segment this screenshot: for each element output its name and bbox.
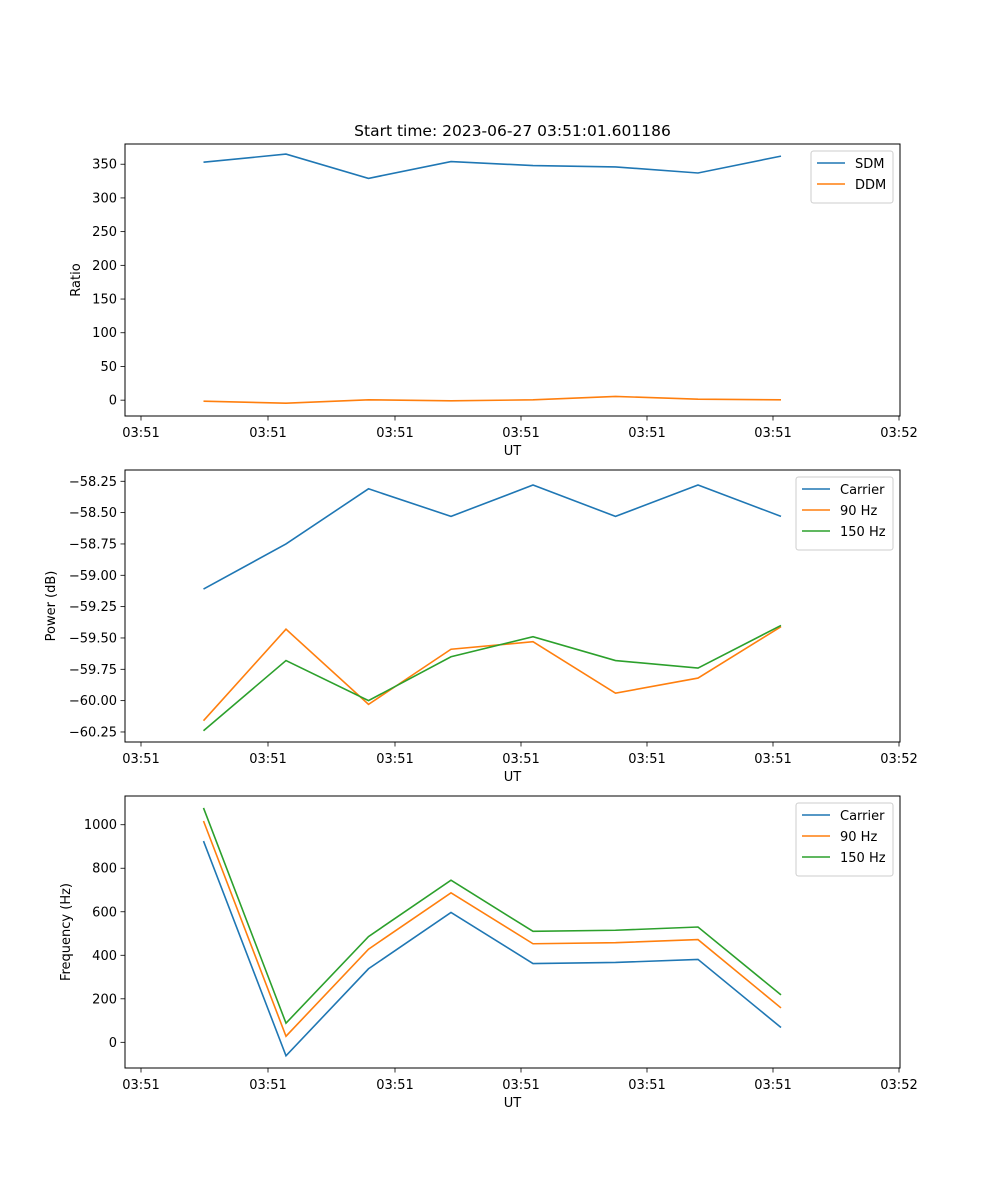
y-tick-label: 800 bbox=[92, 862, 117, 877]
x-tick-label: 03:51 bbox=[122, 426, 159, 441]
plot-frame bbox=[124, 469, 901, 743]
y-axis-title: Frequency (Hz) bbox=[59, 883, 74, 981]
x-axis-title: UT bbox=[504, 1096, 522, 1111]
y-tick-label: 300 bbox=[92, 191, 117, 206]
chart-panel-1: 0 50 100 150 200 250 300 350 03:51 03:51 03:51 03:5… bbox=[69, 143, 918, 459]
legend-label: 90 Hz bbox=[840, 504, 877, 519]
x-tick-label: 03:51 bbox=[249, 426, 286, 441]
chart-title: Start time: 2023-06-27 03:51:01.601186 bbox=[354, 122, 671, 140]
series-line-90-hz bbox=[202, 820, 782, 1038]
y-tick-label: 200 bbox=[92, 259, 117, 274]
legend-label: DDM bbox=[855, 178, 886, 193]
y-axis-title: Power (dB) bbox=[44, 571, 59, 642]
x-tick-label: 03:51 bbox=[249, 752, 286, 767]
y-tick-label: 150 bbox=[92, 293, 117, 308]
x-tick-label: 03:52 bbox=[880, 1078, 917, 1093]
plot-frame bbox=[124, 143, 901, 417]
legend-label: 150 Hz bbox=[840, 851, 886, 866]
y-tick-label: 1000 bbox=[84, 818, 117, 833]
x-tick-label: 03:51 bbox=[628, 426, 665, 441]
y-tick-label: −58.25 bbox=[69, 475, 117, 490]
legend-label: 90 Hz bbox=[840, 830, 877, 845]
y-tick-label: 50 bbox=[100, 360, 117, 375]
legend-label: SDM bbox=[855, 157, 884, 172]
x-tick-label: 03:51 bbox=[754, 752, 791, 767]
x-axis-title: UT bbox=[504, 444, 522, 459]
legend: Carrier 90 Hz 150 Hz bbox=[795, 802, 894, 877]
x-tick-label: 03:51 bbox=[628, 752, 665, 767]
y-tick-label: 350 bbox=[92, 158, 117, 173]
x-tick-label: 03:51 bbox=[376, 1078, 413, 1093]
series-line-ddm bbox=[203, 395, 782, 404]
y-tick-label: 400 bbox=[92, 949, 117, 964]
x-tick-label: 03:51 bbox=[376, 752, 413, 767]
y-tick-label: −58.75 bbox=[69, 537, 117, 552]
x-tick-label: 03:52 bbox=[880, 752, 917, 767]
series-line-sdm bbox=[203, 153, 782, 180]
series-line-carrier bbox=[202, 840, 782, 1058]
y-tick-label: 200 bbox=[92, 992, 117, 1007]
y-axis-title: Ratio bbox=[69, 263, 84, 296]
x-tick-label: 03:51 bbox=[502, 426, 539, 441]
series-line-150-hz bbox=[202, 807, 782, 1025]
plot-frame bbox=[124, 795, 901, 1069]
y-tick-label: −59.50 bbox=[69, 631, 117, 646]
legend: SDM DDM bbox=[810, 150, 894, 204]
x-tick-label: 03:51 bbox=[502, 752, 539, 767]
chart-panel-3: 0 200 400 600 800 1000 03:51 03:51 03:51 03:51 03:… bbox=[59, 795, 918, 1111]
x-axis-title: UT bbox=[504, 770, 522, 785]
y-tick-label: −59.00 bbox=[69, 569, 117, 584]
series-line-90-hz bbox=[202, 625, 782, 722]
y-tick-label: 250 bbox=[92, 225, 117, 240]
y-tick-label: −59.25 bbox=[69, 600, 117, 615]
x-tick-label: 03:51 bbox=[376, 426, 413, 441]
x-tick-label: 03:51 bbox=[122, 752, 159, 767]
y-tick-label: −59.75 bbox=[69, 663, 117, 678]
series-line-150-hz bbox=[202, 624, 782, 732]
x-tick-label: 03:51 bbox=[122, 1078, 159, 1093]
legend-label: Carrier bbox=[840, 809, 885, 824]
y-tick-label: −60.00 bbox=[69, 694, 117, 709]
y-tick-label: −58.50 bbox=[69, 506, 117, 521]
x-tick-label: 03:51 bbox=[754, 426, 791, 441]
legend-frame bbox=[810, 150, 894, 204]
x-tick-label: 03:51 bbox=[502, 1078, 539, 1093]
y-tick-label: 0 bbox=[109, 394, 117, 409]
y-tick-label: 600 bbox=[92, 905, 117, 920]
x-tick-label: 03:52 bbox=[880, 426, 917, 441]
series-line-carrier bbox=[203, 484, 782, 590]
y-tick-label: 0 bbox=[109, 1036, 117, 1051]
chart-panel-2: −60.25 −60.00 −59.75 −59.50 −59.25 −59.00 −58.… bbox=[44, 469, 918, 785]
x-tick-label: 03:51 bbox=[754, 1078, 791, 1093]
x-tick-label: 03:51 bbox=[249, 1078, 286, 1093]
legend-label: Carrier bbox=[840, 483, 885, 498]
legend: Carrier 90 Hz 150 Hz bbox=[795, 476, 894, 551]
y-tick-label: 100 bbox=[92, 326, 117, 341]
x-tick-label: 03:51 bbox=[628, 1078, 665, 1093]
legend-label: 150 Hz bbox=[840, 525, 886, 540]
y-tick-label: −60.25 bbox=[69, 725, 117, 740]
